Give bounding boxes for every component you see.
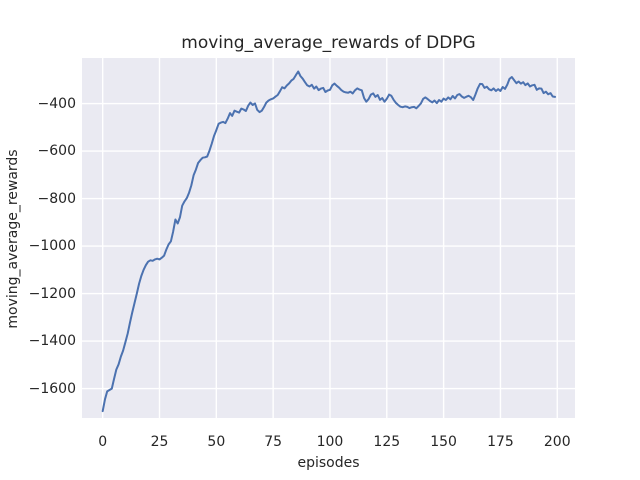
y-axis-label: moving_average_rewards [5, 149, 21, 329]
y-tick-label: −1200 [28, 285, 76, 302]
y-tick-label: −1000 [28, 238, 76, 255]
chart-title: moving_average_rewards of DDPG [181, 33, 476, 53]
y-tick-label: −800 [37, 190, 76, 207]
x-axis-label: episodes [297, 455, 360, 471]
x-tick-label: 100 [316, 434, 344, 450]
y-tick-label: −1400 [28, 333, 76, 350]
x-tick-label: 200 [543, 434, 571, 450]
y-tick-label: −400 [37, 95, 76, 112]
plot-area [82, 58, 575, 418]
y-tick-label: −1600 [28, 380, 76, 397]
x-tick-label: 125 [373, 434, 401, 450]
x-tick-label: 25 [150, 434, 169, 450]
y-tick-label: −600 [37, 143, 76, 160]
x-tick-label: 150 [430, 434, 457, 450]
x-tick-label: 50 [207, 434, 226, 450]
x-tick-label: 0 [98, 434, 108, 450]
x-tick-label: 175 [487, 434, 514, 450]
x-tick-label: 75 [264, 434, 283, 450]
plot-canvas [82, 58, 575, 418]
reward-line [101, 70, 556, 413]
